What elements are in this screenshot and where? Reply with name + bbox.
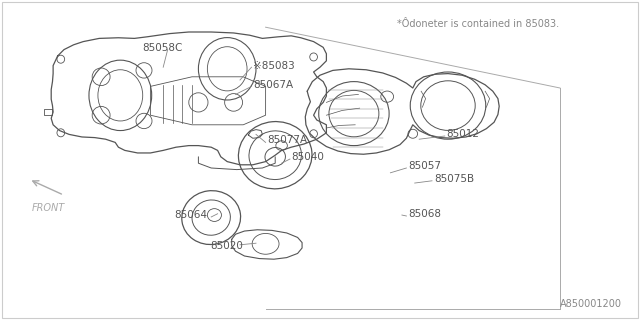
- Text: 85077A: 85077A: [268, 135, 308, 145]
- Text: ※85083: ※85083: [253, 60, 294, 71]
- Text: 85064: 85064: [174, 210, 207, 220]
- Text: 85058C: 85058C: [142, 43, 182, 53]
- Text: 85068: 85068: [408, 209, 442, 219]
- Text: 85040: 85040: [291, 152, 324, 162]
- Text: *Ôdoneter is contained in 85083.: *Ôdoneter is contained in 85083.: [397, 19, 559, 29]
- Text: 85075B: 85075B: [434, 173, 474, 184]
- Text: 85067A: 85067A: [253, 80, 293, 90]
- Text: 85057: 85057: [408, 161, 442, 171]
- Text: 85020: 85020: [210, 241, 243, 251]
- Text: FRONT: FRONT: [31, 203, 65, 213]
- Text: A850001200: A850001200: [560, 299, 622, 309]
- Text: 85012: 85012: [447, 129, 480, 139]
